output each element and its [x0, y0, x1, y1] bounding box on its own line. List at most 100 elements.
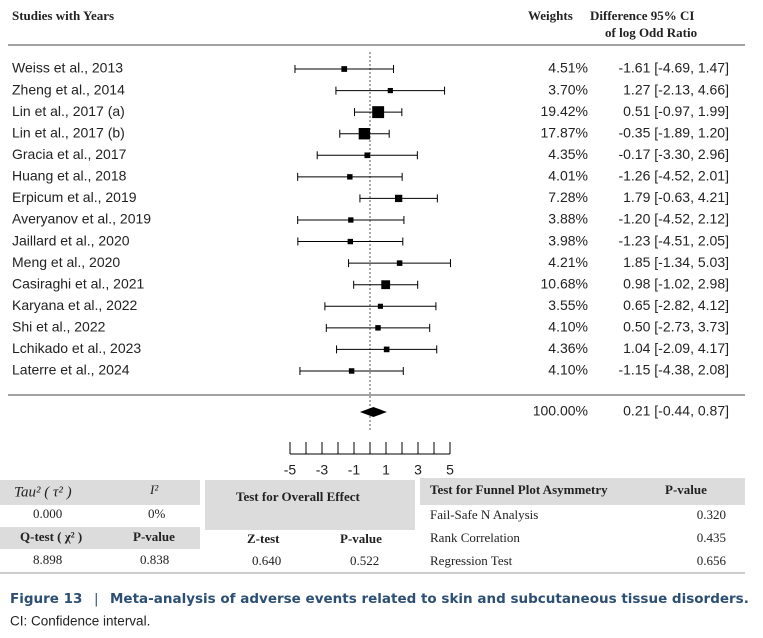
study-label: Gracia et al., 2017: [12, 146, 127, 162]
effect-square: [383, 346, 390, 353]
weight-label: 19.42%: [541, 103, 588, 119]
table-value: 0%: [148, 506, 166, 521]
weight-label: 4.51%: [548, 60, 588, 76]
header-ci: of log Odd Ratio: [605, 25, 697, 40]
caption-text: Meta-analysis of adverse events related …: [110, 591, 749, 607]
ci-label: 0.21 [-0.44, 0.87]: [623, 403, 729, 419]
table-value: 0.435: [697, 530, 726, 545]
table-value: 0.522: [350, 553, 379, 568]
ci-label: 0.65 [-2.82, 4.12]: [623, 297, 729, 313]
effect-square: [348, 368, 355, 374]
effect-square: [387, 87, 393, 94]
study-label: Erpicum et al., 2019: [12, 189, 137, 205]
cell: [420, 478, 745, 505]
table-label: P-value: [665, 482, 707, 497]
ci-label: -1.20 [-4.52, 2.12]: [618, 211, 729, 227]
ci-label: 1.27 [-2.13, 4.66]: [623, 81, 729, 97]
study-label: Weiss et al., 2013: [12, 60, 123, 76]
overall-diamond: [359, 407, 387, 417]
weight-label: 100.00%: [533, 403, 588, 419]
table-label: I²: [149, 482, 159, 497]
ci-label: -1.61 [-4.69, 1.47]: [618, 60, 729, 76]
effect-square: [377, 303, 383, 309]
caption-note: CI: Confidence interval.: [10, 614, 150, 629]
effect-square: [381, 280, 391, 290]
study-label: Lin et al., 2017 (a): [12, 103, 125, 119]
study-label: Jaillard et al., 2020: [12, 232, 130, 248]
table-value: 8.898: [33, 552, 62, 567]
table-label: Rank Correlation: [430, 530, 520, 545]
table-value: 0.656: [697, 553, 727, 568]
study-label: Meng et al., 2020: [12, 254, 120, 270]
table-title: Test for Funnel Plot Asymmetry: [430, 482, 608, 497]
weight-label: 17.87%: [541, 124, 588, 140]
cell: [205, 480, 415, 530]
effect-square: [394, 194, 403, 203]
weight-label: 4.10%: [548, 362, 588, 378]
weight-label: 4.10%: [548, 319, 588, 335]
weight-label: 3.70%: [548, 81, 588, 97]
ci-label: 0.98 [-1.02, 2.98]: [623, 275, 729, 291]
weight-label: 10.68%: [541, 275, 588, 291]
effect-square: [347, 238, 354, 245]
table-label: Fail-Safe N Analysis: [430, 507, 538, 522]
study-label: Shi et al., 2022: [12, 319, 106, 335]
ci-label: -0.35 [-1.89, 1.20]: [618, 124, 729, 140]
effect-square: [348, 217, 354, 223]
ci-label: 1.85 [-1.34, 5.03]: [623, 254, 729, 270]
table-label: Q-test ( χ² ): [20, 529, 82, 544]
effect-square: [396, 260, 403, 266]
x-tick-label: 5: [446, 462, 454, 478]
effect-square: [358, 128, 371, 140]
header-study: Studies with Years: [12, 8, 114, 23]
caption-separator: |: [94, 591, 99, 607]
study-label: Averyanov et al., 2019: [12, 211, 151, 227]
effect-square: [341, 66, 348, 72]
ci-label: -1.23 [-4.51, 2.05]: [618, 232, 729, 248]
caption-label: Figure 13: [10, 591, 82, 607]
effect-square: [372, 106, 385, 119]
weight-label: 7.28%: [548, 189, 588, 205]
table-label: Tau² ( τ² ): [14, 484, 72, 500]
study-label: Zheng et al., 2014: [12, 81, 125, 97]
x-tick-label: -3: [316, 462, 329, 478]
study-label: Karyana et al., 2022: [12, 297, 138, 313]
x-tick-label: -1: [348, 462, 361, 478]
ci-label: -1.26 [-4.52, 2.01]: [618, 168, 729, 184]
study-label: Huang et al., 2018: [12, 168, 127, 184]
table-value: 0.838: [140, 552, 169, 567]
x-tick-label: 1: [382, 462, 390, 478]
table-label: Z-test: [247, 531, 280, 546]
study-label: Lchikado et al., 2023: [12, 340, 141, 356]
weight-label: 3.55%: [548, 297, 588, 313]
weight-label: 4.01%: [548, 168, 588, 184]
weight-label: 4.36%: [548, 340, 588, 356]
effect-square: [347, 174, 353, 180]
table-title: Test for Overall Effect: [236, 489, 360, 504]
header-weight: Weights: [528, 8, 573, 23]
study-label: Casiraghi et al., 2021: [12, 275, 145, 291]
table-value: 0.640: [252, 553, 281, 568]
ci-label: 0.50 [-2.73, 3.73]: [623, 319, 729, 335]
weight-label: 4.35%: [548, 146, 588, 162]
table-value: 0.320: [697, 507, 726, 522]
ci-label: -0.17 [-3.30, 2.96]: [618, 146, 729, 162]
cell: [0, 527, 200, 549]
table-label: Regression Test: [430, 553, 513, 568]
effect-square: [364, 152, 371, 159]
table-label: P-value: [133, 529, 175, 544]
effect-square: [375, 325, 381, 331]
weight-label: 3.98%: [548, 232, 588, 248]
weight-label: 3.88%: [548, 211, 588, 227]
weight-label: 4.21%: [548, 254, 588, 270]
study-label: Laterre et al., 2024: [12, 362, 130, 378]
table-value: 0.000: [33, 506, 62, 521]
study-label: Lin et al., 2017 (b): [12, 124, 125, 140]
ci-label: 1.79 [-0.63, 4.21]: [623, 189, 729, 205]
ci-label: -1.15 [-4.38, 2.08]: [618, 362, 729, 378]
x-tick-label: 3: [414, 462, 422, 478]
x-tick-label: -5: [284, 462, 297, 478]
ci-label: 1.04 [-2.09, 4.17]: [623, 340, 729, 356]
cell: [0, 480, 200, 505]
